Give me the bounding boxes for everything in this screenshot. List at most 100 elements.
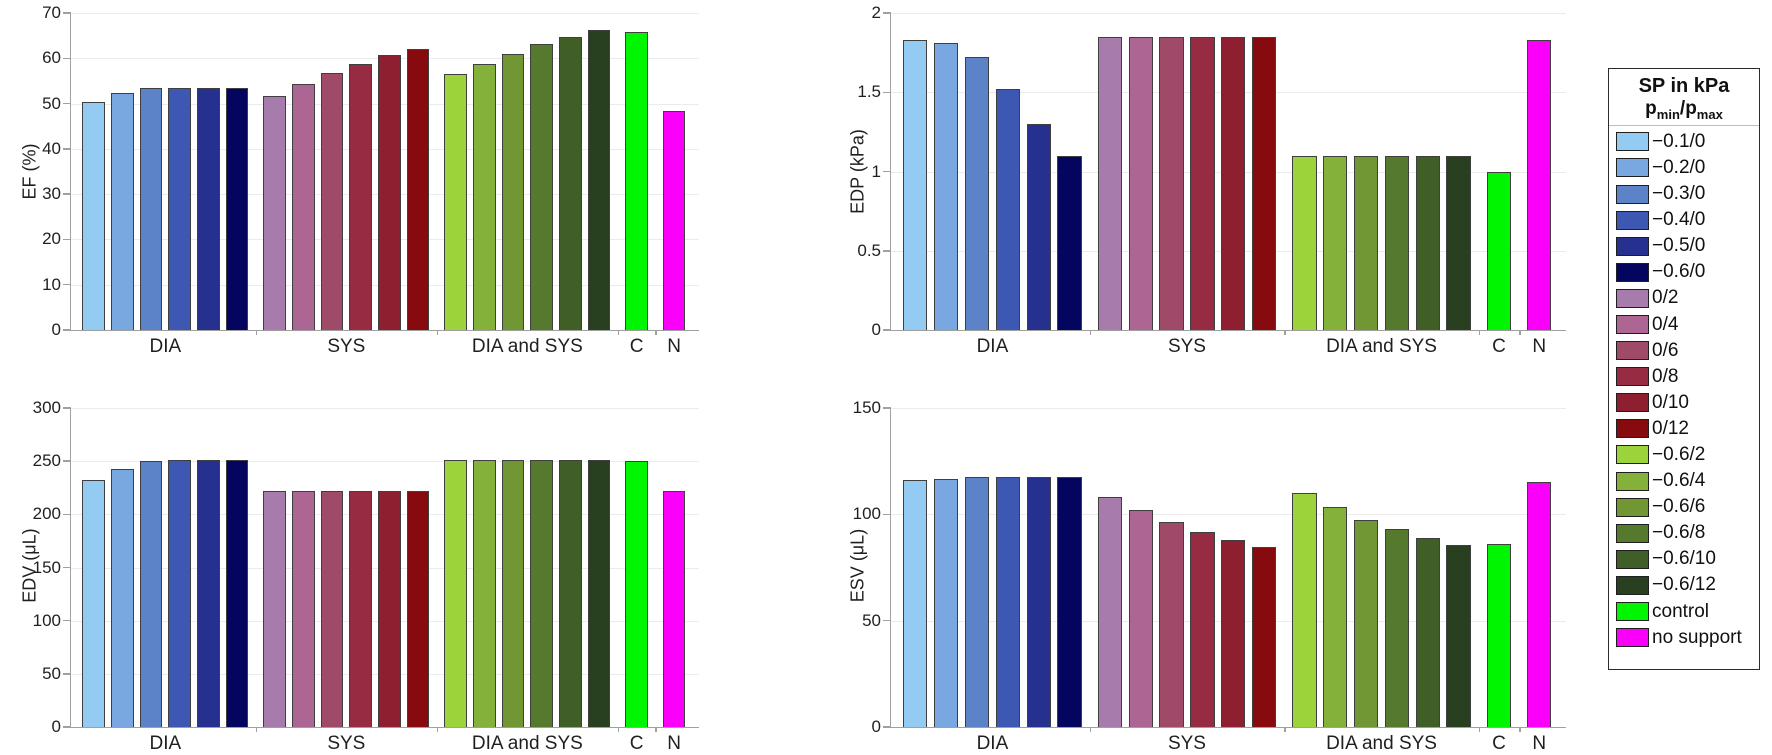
bar — [1159, 521, 1184, 727]
bar — [530, 460, 553, 727]
bar — [662, 110, 686, 330]
bar — [349, 490, 372, 727]
y-tick-label: 100 — [32, 610, 61, 630]
legend-entry: no support — [1609, 625, 1759, 651]
bar — [587, 460, 611, 727]
legend-entry: 0/10 — [1609, 390, 1759, 416]
bar — [625, 31, 648, 330]
bar — [995, 477, 1020, 727]
bar — [1159, 36, 1184, 330]
legend-sub-min: min — [1656, 106, 1680, 122]
bar — [292, 84, 315, 330]
y-tick-mark — [883, 513, 891, 516]
legend-entry-label: −0.2/0 — [1652, 156, 1706, 178]
x-group-label: DIA and SYS — [471, 733, 583, 754]
legend-entry: −0.6/2 — [1609, 442, 1759, 468]
y-tick-mark — [63, 566, 71, 569]
bar — [1221, 36, 1246, 330]
y-tick-label: 300 — [32, 398, 61, 417]
y-tick-label: 10 — [42, 274, 61, 294]
bar — [473, 63, 496, 330]
bar — [444, 460, 467, 727]
bar — [82, 102, 105, 330]
bar — [349, 63, 372, 330]
legend-swatch — [1616, 497, 1649, 517]
gridline — [71, 461, 699, 463]
bar — [292, 490, 315, 727]
bar — [263, 96, 286, 330]
bar — [82, 480, 105, 727]
x-tick-mark — [1284, 330, 1286, 335]
x-tick-mark — [255, 330, 258, 335]
legend-entry-label: −0.6/12 — [1652, 574, 1716, 596]
legend-entry: 0/6 — [1609, 338, 1759, 364]
y-tick-mark — [63, 726, 71, 728]
bar — [964, 57, 990, 330]
bar — [1026, 477, 1051, 727]
y-tick-mark — [63, 460, 71, 462]
x-group-label: DIA — [149, 336, 182, 357]
legend-entry: −0.1/0 — [1609, 129, 1759, 155]
x-tick-mark — [655, 330, 657, 335]
bar — [1486, 171, 1512, 330]
bar — [1026, 123, 1051, 330]
y-tick-mark — [63, 513, 71, 516]
y-tick-mark — [883, 12, 891, 14]
legend-swatch — [1616, 210, 1649, 230]
bar — [1190, 532, 1215, 727]
bar — [378, 55, 401, 330]
bar — [139, 461, 163, 727]
legend-entries: −0.1/0 −0.2/0 −0.3/0 −0.4/0 −0.5/0 −0.6/0 0/2 0… — [1609, 126, 1759, 651]
y-tick-label: 70 — [42, 3, 61, 22]
x-group-label: N — [1532, 733, 1547, 754]
legend-entry: −0.6/10 — [1609, 546, 1759, 572]
plot-area-edp: 0 0.5 1 1.5 2 DIA SYS DIA and SYS C N — [857, 3, 1566, 357]
y-tick-mark — [63, 329, 71, 331]
bar — [1323, 155, 1348, 330]
bar — [1097, 497, 1122, 727]
legend-swatch — [1616, 575, 1649, 595]
legend-swatch — [1616, 236, 1649, 256]
y-tick-mark — [883, 726, 891, 728]
legend-entry: 0/2 — [1609, 285, 1759, 311]
bar — [320, 72, 344, 330]
bar — [903, 480, 928, 727]
y-tick-label: 60 — [42, 48, 61, 68]
bar — [1415, 537, 1440, 727]
x-group-label: DIA and SYS — [1326, 733, 1437, 754]
bar — [995, 89, 1020, 330]
x-group-label: DIA — [149, 733, 182, 754]
bar — [1486, 544, 1512, 727]
bar — [1057, 477, 1082, 727]
legend-entry-label: −0.6/0 — [1652, 261, 1706, 283]
bar — [1353, 155, 1379, 330]
bar — [1384, 155, 1410, 330]
legend-entry-label: control — [1652, 600, 1710, 622]
legend-entry: −0.6/6 — [1609, 494, 1759, 520]
bar — [1384, 529, 1410, 727]
x-group-label: SYS — [1167, 336, 1206, 357]
legend-swatch — [1616, 549, 1649, 569]
legend-swatch — [1616, 628, 1649, 648]
y-tick-label: 150 — [32, 557, 61, 577]
bar — [1527, 39, 1552, 330]
legend-slash: / — [1679, 98, 1686, 119]
y-tick-label: 0 — [51, 717, 61, 736]
y-tick-label: 150 — [852, 398, 881, 417]
y-tick-mark — [63, 619, 71, 622]
legend: SP in kPa pmin/pmax −0.1/0 −0.2/0 −0.3/0 −0… — [1608, 68, 1760, 670]
bar — [1190, 36, 1215, 330]
x-tick-mark — [436, 727, 439, 732]
bar — [225, 460, 249, 727]
x-group-label: N — [667, 336, 681, 357]
legend-swatch — [1616, 445, 1649, 465]
y-tick-mark — [63, 238, 71, 241]
x-group-label: C — [1492, 733, 1506, 754]
x-tick-mark — [617, 330, 620, 335]
bar — [964, 477, 990, 727]
y-tick-mark — [63, 57, 71, 60]
bar — [444, 74, 467, 330]
y-tick-mark — [63, 673, 71, 675]
legend-entry-label: no support — [1652, 626, 1742, 648]
